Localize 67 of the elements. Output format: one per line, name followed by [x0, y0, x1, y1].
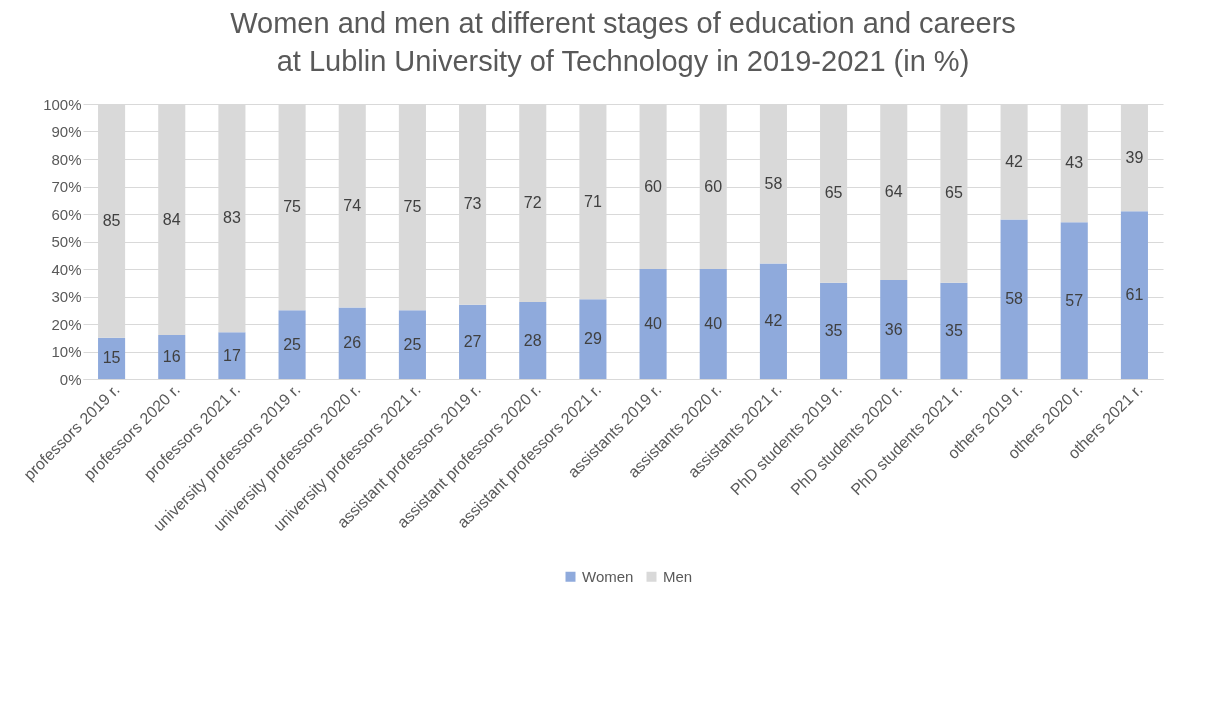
y-tick-label: 30%: [51, 288, 82, 305]
data-label: 35: [824, 321, 843, 339]
data-label: 35: [945, 321, 963, 339]
bar: [940, 282, 968, 379]
data-label: 71: [584, 192, 602, 210]
data-label: 26: [343, 334, 362, 352]
y-tick-label: 80%: [51, 150, 82, 168]
legend-label: Men: [663, 567, 693, 585]
bar: [759, 263, 787, 379]
data-label: 75: [403, 198, 422, 216]
bar: [579, 299, 607, 379]
data-label: 40: [704, 315, 723, 332]
data-label: 39: [1125, 148, 1144, 166]
y-tick-label: 10%: [51, 343, 82, 360]
data-label: 42: [764, 312, 783, 330]
bar: [158, 335, 186, 379]
data-label: 57: [1065, 291, 1084, 309]
bar: [820, 282, 848, 379]
y-tick-label: 0%: [59, 370, 82, 388]
bar: [278, 310, 306, 379]
data-label: 15: [102, 349, 121, 367]
data-label: 28: [523, 331, 542, 349]
data-label: 65: [824, 184, 843, 202]
bar: [1000, 219, 1028, 379]
data-label: 83: [223, 209, 241, 227]
bar: [218, 332, 246, 379]
data-label: 60: [704, 177, 723, 195]
data-label: 73: [463, 195, 482, 213]
data-label: 60: [644, 177, 663, 195]
y-tick-label: 90%: [51, 123, 82, 140]
data-label: 40: [644, 315, 663, 332]
data-label: 84: [162, 210, 181, 228]
data-label: 58: [1005, 290, 1024, 308]
bar: [880, 280, 908, 379]
bar: [1060, 222, 1088, 379]
bar: [519, 302, 547, 379]
y-tick-label: 40%: [51, 260, 82, 278]
data-label: 16: [162, 348, 181, 365]
data-label: 29: [584, 330, 602, 348]
bar: [459, 304, 487, 379]
data-label: 74: [343, 196, 362, 214]
data-label: 75: [283, 198, 302, 216]
data-label: 17: [223, 346, 241, 364]
y-tick-label: 100%: [43, 95, 82, 113]
data-label: 36: [884, 320, 903, 338]
y-tick-label: 60%: [51, 205, 82, 223]
data-label: 65: [945, 184, 963, 202]
y-tick-label: 50%: [51, 233, 82, 250]
chart-title: Women and men at different stages of education and careers at Lublin University of Technology in 2019-2021 (in %): [230, 7, 1016, 77]
data-label: 72: [523, 194, 542, 211]
data-label: 25: [283, 335, 302, 353]
data-label: 25: [403, 335, 422, 353]
bar: [1120, 211, 1148, 379]
legend-label: Women: [582, 567, 634, 585]
data-label: 61: [1125, 286, 1144, 304]
bar: [699, 269, 727, 379]
data-label: 64: [884, 183, 903, 200]
y-tick-label: 70%: [51, 178, 82, 195]
data-label: 43: [1065, 154, 1084, 172]
data-label: 58: [764, 174, 783, 192]
data-label: 42: [1005, 152, 1024, 170]
data-label: 85: [102, 211, 121, 229]
bar: [338, 307, 366, 379]
y-tick-label: 20%: [51, 315, 82, 333]
data-label: 27: [463, 332, 482, 350]
bar: [398, 310, 426, 379]
bar: [639, 269, 667, 379]
